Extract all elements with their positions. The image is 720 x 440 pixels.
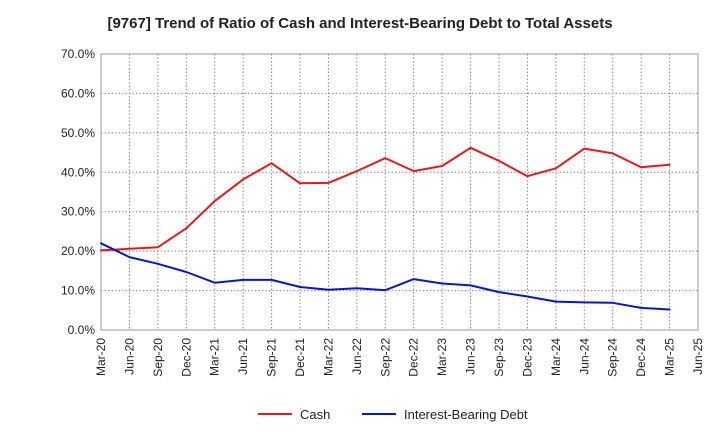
y-tick-label: 60.0% (61, 86, 95, 100)
x-tick-label: Mar-23 (435, 338, 449, 376)
legend-label: Interest-Bearing Debt (404, 407, 528, 422)
series-line-interest-bearing-debt (100, 242, 671, 311)
x-tick-label: Sep-22 (378, 338, 392, 377)
x-tick-label: Sep-23 (492, 338, 506, 377)
grid (100, 53, 699, 331)
y-tick-label: 10.0% (61, 284, 95, 298)
x-tick-label: Jun-22 (350, 338, 364, 375)
x-tick-label: Dec-22 (407, 338, 421, 377)
plot-area-frame (100, 53, 699, 331)
y-tick-label: 50.0% (61, 126, 95, 140)
x-tick-label: Mar-21 (208, 338, 222, 376)
x-tick-label: Mar-20 (94, 338, 108, 376)
legend: Cash Interest-Bearing Debt (258, 407, 528, 422)
x-tick-label: Mar-22 (321, 338, 335, 376)
x-tick-label: Dec-21 (293, 338, 307, 377)
x-tick-label: Dec-23 (520, 338, 534, 377)
y-tick-label: 20.0% (61, 244, 95, 258)
y-tick-label: 40.0% (61, 165, 95, 179)
x-tick-label: Dec-20 (179, 338, 193, 377)
series-line-cash (100, 146, 671, 252)
x-tick-label: Jun-24 (577, 338, 591, 375)
y-tick-label: 30.0% (61, 205, 95, 219)
x-tick-label: Dec-24 (634, 338, 648, 377)
x-tick-label: Jun-25 (691, 338, 705, 375)
x-tick-label: Jun-23 (464, 338, 478, 375)
y-tick-label: 70.0% (61, 47, 95, 61)
x-tick-label: Sep-20 (151, 338, 165, 377)
x-tick-label: Jun-21 (236, 338, 250, 375)
x-tick-label: Jun-20 (122, 338, 136, 375)
y-tick-label: 0.0% (68, 323, 96, 337)
axes: 0.0% 10.0% 20.0% 30.0% 40.0% 50.0% 60.0% 70.0% M… (61, 47, 705, 377)
x-tick-label: Mar-24 (549, 338, 563, 376)
x-tick-label: Sep-24 (606, 338, 620, 377)
chart-title: [9767] Trend of Ratio of Cash and Intere… (107, 15, 613, 32)
legend-label: Cash (300, 407, 330, 422)
series-lines (100, 146, 671, 311)
x-tick-label: Sep-21 (265, 338, 279, 377)
x-tick-label: Mar-25 (663, 338, 677, 376)
